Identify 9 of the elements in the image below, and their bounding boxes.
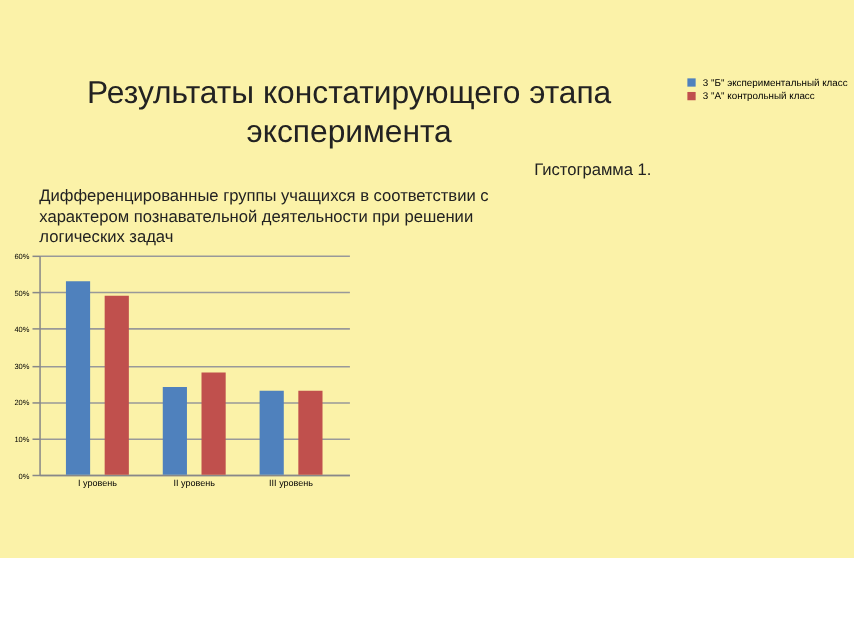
bar — [201, 372, 226, 475]
bar — [65, 281, 91, 475]
chart-subtitle: Дифференцированные группы учащихся в соответствии с характером познавательной деятельности при решении логических задач — [39, 185, 489, 246]
text: Гистограмма 1. — [534, 159, 652, 180]
bar — [259, 390, 284, 475]
bar — [162, 387, 187, 475]
bar — [298, 390, 323, 475]
chart-title: Результаты констатирующего этапа эксперимента — [87, 76, 612, 151]
bar — [104, 295, 129, 475]
